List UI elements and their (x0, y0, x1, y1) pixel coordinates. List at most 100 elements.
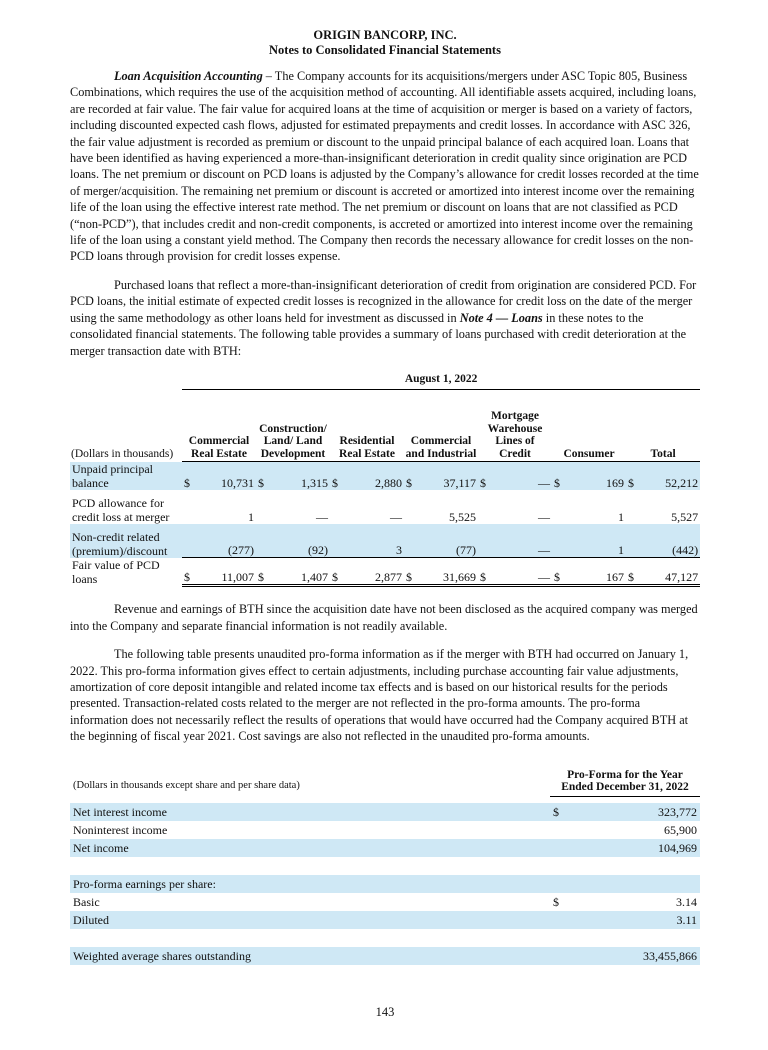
cell-value: — (538, 475, 550, 490)
currency-symbol (550, 947, 570, 965)
cell-value: (77) (414, 523, 478, 559)
cell-value: — (488, 523, 552, 559)
period-header: August 1, 2022 (182, 372, 701, 391)
cell-value: 3.14 (676, 894, 697, 909)
column-header: Commercial and Industrial (404, 389, 478, 463)
table-row: Fair value of PCD loans $11,007 $1,407 $2,8… (70, 557, 701, 588)
row-label: Diluted (73, 912, 109, 927)
row-label: Weighted average shares outstanding (73, 948, 251, 963)
cell-value: 47,127 (636, 557, 701, 588)
cell-value: 3 (340, 523, 404, 559)
currency-symbol (550, 857, 570, 875)
cell-value: 3.11 (676, 912, 697, 927)
column-header: Residential Real Estate (330, 389, 404, 463)
spacer-row (70, 857, 700, 875)
currency-symbol (182, 523, 192, 559)
cell-value (570, 857, 700, 875)
row-label (70, 929, 550, 947)
currency-symbol: $ (626, 557, 636, 588)
table-row: Non-credit related (premium)/discount (27… (70, 523, 701, 559)
spacer-row (70, 929, 700, 947)
currency-symbol (256, 490, 266, 524)
cell-value: 1 (562, 523, 626, 559)
cell-value: 167 (562, 557, 626, 588)
cell-value (570, 875, 700, 893)
currency-symbol: $ (628, 475, 634, 490)
cell-value: 5,527 (671, 509, 699, 524)
currency-symbol: $ (553, 804, 559, 819)
currency-symbol: $ (554, 475, 560, 490)
currency-symbol (478, 523, 488, 559)
column-header: Commercial Real Estate (182, 389, 256, 463)
currency-symbol (550, 911, 570, 929)
row-label: Unpaid principal balance (72, 461, 153, 490)
cell-value: 1,315 (301, 475, 328, 490)
unit-label: (Dollars in thousands) (71, 448, 174, 461)
row-label: Fair value of PCD loans (72, 557, 160, 586)
currency-symbol: $ (332, 475, 338, 490)
paragraph-loan-acquisition: Loan Acquisition Accounting – The Compan… (70, 68, 700, 265)
currency-symbol: $ (256, 557, 266, 588)
row-label: Noninterest income (73, 822, 168, 837)
cell-value: 10,731 (221, 475, 254, 490)
page-subtitle: Notes to Consolidated Financial Statemen… (269, 43, 501, 57)
table-row: Basic $3.14 (70, 893, 700, 911)
cell-value: 37,117 (443, 475, 476, 490)
cell-value: 169 (606, 475, 624, 490)
currency-symbol: $ (258, 475, 264, 490)
currency-symbol (404, 523, 414, 559)
currency-symbol (550, 875, 570, 893)
cell-value: 104,969 (658, 840, 697, 855)
row-label (70, 857, 550, 875)
cell-value: (442) (636, 523, 701, 559)
paragraph-text: Revenue and earnings of BTH since the ac… (70, 602, 698, 633)
row-label: Pro-forma earnings per share: (73, 876, 216, 891)
paragraph-text: Purchased loans that reflect a more-than… (70, 277, 697, 325)
note-reference: Note 4 — Loans (459, 310, 543, 325)
cell-value: 2,880 (375, 475, 402, 490)
currency-symbol (626, 490, 636, 524)
currency-symbol: $ (478, 557, 488, 588)
cell-value: 1,407 (266, 557, 330, 588)
cell-value: 1 (618, 509, 624, 524)
row-label: Basic (73, 894, 100, 909)
currency-symbol: $ (182, 557, 192, 588)
currency-symbol (404, 490, 414, 524)
cell-value: (277) (192, 523, 256, 559)
cell-value: — (538, 509, 550, 524)
table-row: Unpaid principal balance $10,731 $1,315 $2,… (70, 461, 701, 490)
column-header: Mortgage Warehouse Lines of Credit (478, 389, 552, 463)
currency-symbol: $ (406, 475, 412, 490)
currency-symbol (552, 490, 562, 524)
cell-value: (92) (266, 523, 330, 559)
paragraph-text: – The Company accounts for its acquisiti… (70, 69, 699, 264)
column-header: Pro-Forma for the Year Ended December 31… (550, 768, 700, 797)
paragraph-purchased-loans: Purchased loans that reflect a more-than… (70, 277, 700, 359)
currency-symbol (550, 929, 570, 947)
unit-label: (Dollars in thousands except share and p… (73, 780, 300, 792)
cell-value: 11,007 (192, 557, 256, 588)
table-row: Diluted 3.11 (70, 910, 700, 929)
column-header: Construction/ Land/ Land Development (256, 389, 330, 463)
table-row: PCD allowance for credit loss at merger 1… (70, 490, 700, 524)
table-row: Weighted average shares outstanding 33,45… (70, 946, 700, 965)
currency-symbol: $ (480, 475, 486, 490)
cell-value: 2,877 (340, 557, 404, 588)
column-header: Consumer (552, 389, 626, 463)
paragraph-pro-forma: The following table presents unaudited p… (70, 646, 700, 744)
currency-symbol: $ (330, 557, 340, 588)
paragraph-text: The following table presents unaudited p… (70, 647, 689, 744)
cell-value: 52,212 (665, 475, 699, 490)
pro-forma-table: (Dollars in thousands except share and p… (70, 768, 700, 965)
paragraph-revenue: Revenue and earnings of BTH since the ac… (70, 601, 700, 634)
pcd-loans-table: August 1, 2022 (Dollars in thousands) Co… (70, 372, 701, 588)
page-number: 143 (375, 1004, 395, 1019)
currency-symbol (330, 523, 340, 559)
table-row: Net income 104,969 (70, 838, 700, 857)
cell-value: 5,525 (449, 509, 476, 524)
row-label: Net income (73, 840, 129, 855)
table-row: Net interest income $323,772 (70, 802, 700, 821)
currency-symbol (552, 523, 562, 559)
currency-symbol (626, 523, 636, 559)
currency-symbol: $ (552, 557, 562, 588)
